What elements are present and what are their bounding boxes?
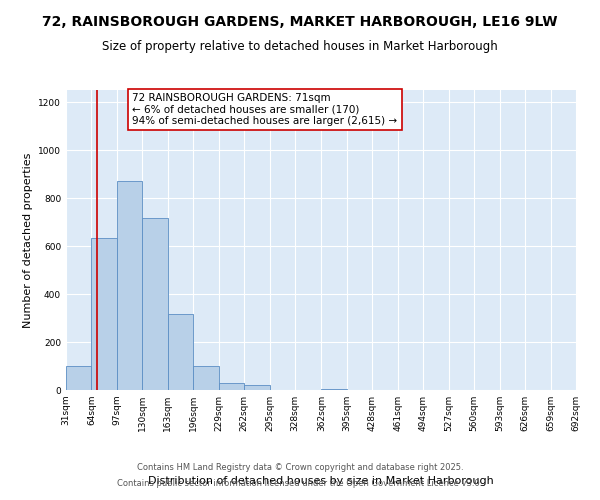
Y-axis label: Number of detached properties: Number of detached properties: [23, 152, 32, 328]
Bar: [91, 238, 117, 390]
Bar: [322, 389, 347, 390]
Bar: [244, 385, 269, 390]
Bar: [117, 181, 142, 390]
Bar: [142, 218, 168, 390]
X-axis label: Distribution of detached houses by size in Market Harborough: Distribution of detached houses by size …: [148, 476, 494, 486]
Bar: [168, 314, 193, 390]
Bar: [219, 383, 244, 390]
Bar: [193, 366, 219, 390]
Text: Contains public sector information licensed under the Open Government Licence v3: Contains public sector information licen…: [118, 478, 482, 488]
Text: Contains HM Land Registry data © Crown copyright and database right 2025.: Contains HM Land Registry data © Crown c…: [137, 464, 463, 472]
Text: Size of property relative to detached houses in Market Harborough: Size of property relative to detached ho…: [102, 40, 498, 53]
Bar: [66, 366, 91, 390]
Text: 72, RAINSBOROUGH GARDENS, MARKET HARBOROUGH, LE16 9LW: 72, RAINSBOROUGH GARDENS, MARKET HARBORO…: [42, 15, 558, 29]
Text: 72 RAINSBOROUGH GARDENS: 71sqm
← 6% of detached houses are smaller (170)
94% of : 72 RAINSBOROUGH GARDENS: 71sqm ← 6% of d…: [133, 93, 397, 126]
